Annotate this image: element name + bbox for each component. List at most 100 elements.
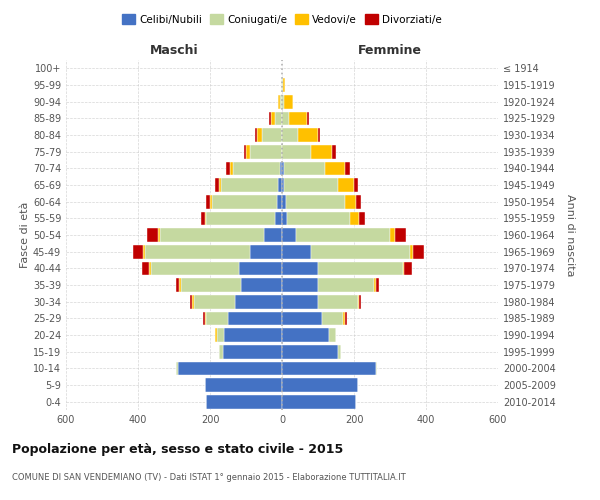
Bar <box>284 162 325 175</box>
Bar <box>281 78 282 92</box>
Bar <box>338 345 341 358</box>
Bar <box>318 278 374 292</box>
Bar <box>282 362 376 375</box>
Bar <box>282 328 329 342</box>
Bar <box>160 228 264 242</box>
Bar <box>282 262 318 275</box>
Bar <box>224 328 282 342</box>
Bar <box>269 112 271 125</box>
Bar <box>282 128 298 142</box>
Bar <box>212 195 277 208</box>
Bar <box>359 212 365 225</box>
Bar <box>345 312 347 325</box>
Bar <box>350 212 359 225</box>
Bar <box>329 328 336 342</box>
Bar <box>318 295 358 308</box>
Bar <box>282 312 322 325</box>
Bar <box>217 328 224 342</box>
Legend: Celibi/Nubili, Coniugati/e, Vedovi/e, Divorziati/e: Celibi/Nubili, Coniugati/e, Vedovi/e, Di… <box>118 10 446 29</box>
Bar <box>282 278 318 292</box>
Text: Popolazione per età, sesso e stato civile - 2015: Popolazione per età, sesso e stato civil… <box>12 442 343 456</box>
Bar <box>143 245 145 258</box>
Bar <box>192 295 194 308</box>
Bar <box>151 262 239 275</box>
Bar <box>277 195 282 208</box>
Bar <box>311 145 332 158</box>
Bar <box>282 295 318 308</box>
Bar <box>354 178 358 192</box>
Bar <box>282 145 311 158</box>
Bar <box>230 162 233 175</box>
Bar <box>413 245 424 258</box>
Text: Maschi: Maschi <box>149 44 199 57</box>
Bar <box>282 112 289 125</box>
Bar <box>376 362 377 375</box>
Bar <box>181 278 241 292</box>
Bar <box>149 262 151 275</box>
Bar <box>289 112 307 125</box>
Bar <box>241 278 282 292</box>
Bar <box>235 295 282 308</box>
Bar <box>282 395 356 408</box>
Bar <box>283 78 284 92</box>
Bar <box>262 128 282 142</box>
Bar <box>282 345 338 358</box>
Bar <box>345 195 356 208</box>
Bar <box>282 212 287 225</box>
Bar <box>142 262 149 275</box>
Bar <box>307 112 309 125</box>
Bar <box>280 162 282 175</box>
Bar <box>390 228 395 242</box>
Bar <box>284 178 338 192</box>
Bar <box>145 245 250 258</box>
Bar <box>318 128 320 142</box>
Y-axis label: Anni di nascita: Anni di nascita <box>565 194 575 276</box>
Bar <box>158 228 160 242</box>
Bar <box>194 295 235 308</box>
Bar <box>206 212 275 225</box>
Bar <box>410 245 413 258</box>
Bar <box>298 128 318 142</box>
Bar <box>287 212 350 225</box>
Text: Femmine: Femmine <box>358 44 422 57</box>
Bar <box>286 195 345 208</box>
Bar <box>325 162 345 175</box>
Bar <box>206 195 210 208</box>
Bar <box>133 245 143 258</box>
Bar <box>203 312 205 325</box>
Y-axis label: Fasce di età: Fasce di età <box>20 202 30 268</box>
Bar <box>332 145 336 158</box>
Bar <box>176 278 179 292</box>
Bar <box>179 278 181 292</box>
Bar <box>374 278 376 292</box>
Bar <box>205 312 206 325</box>
Bar <box>338 178 354 192</box>
Bar <box>280 95 282 108</box>
Bar <box>250 145 282 158</box>
Bar <box>226 162 230 175</box>
Bar <box>345 162 350 175</box>
Bar <box>223 345 282 358</box>
Bar <box>228 312 282 325</box>
Bar <box>403 262 404 275</box>
Bar <box>233 162 280 175</box>
Bar <box>250 245 282 258</box>
Bar <box>282 78 283 92</box>
Bar <box>282 378 358 392</box>
Bar <box>206 312 228 325</box>
Bar <box>358 295 359 308</box>
Bar <box>219 345 223 358</box>
Bar <box>284 95 293 108</box>
Bar <box>282 162 284 175</box>
Bar <box>311 245 410 258</box>
Bar <box>278 178 282 192</box>
Bar <box>275 212 282 225</box>
Bar <box>205 212 206 225</box>
Text: COMUNE DI SAN VENDEMIANO (TV) - Dati ISTAT 1° gennaio 2015 - Elaborazione TUTTIT: COMUNE DI SAN VENDEMIANO (TV) - Dati IST… <box>12 472 406 482</box>
Bar <box>221 178 278 192</box>
Bar <box>356 195 361 208</box>
Bar <box>210 195 212 208</box>
Bar <box>282 245 311 258</box>
Bar <box>296 228 390 242</box>
Bar <box>219 178 221 192</box>
